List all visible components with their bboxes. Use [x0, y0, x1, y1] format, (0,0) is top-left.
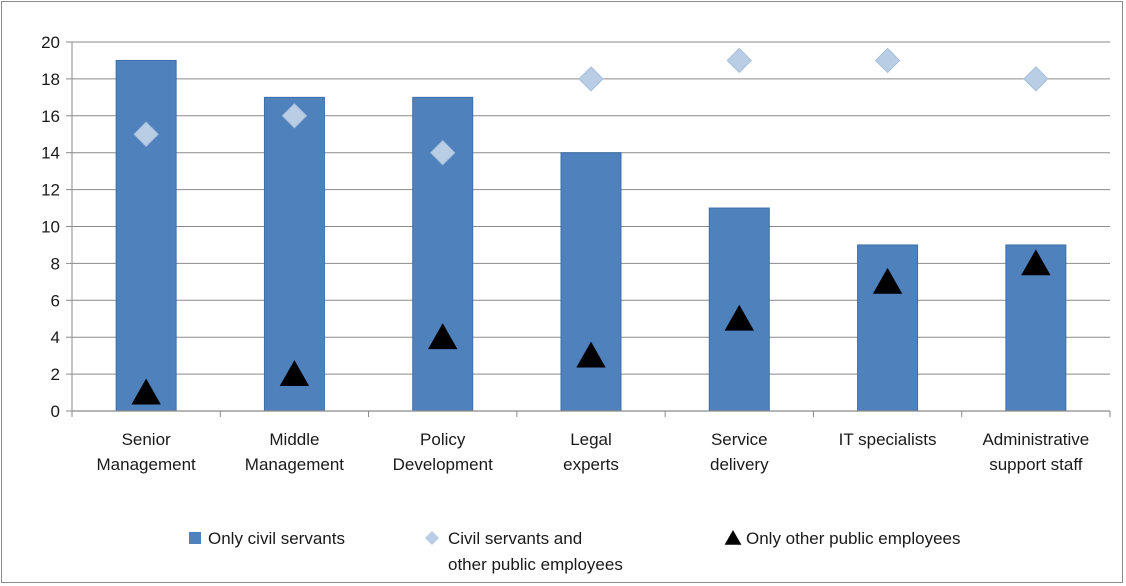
x-category-label: Service: [711, 430, 768, 449]
y-tick-label: 0: [51, 402, 60, 421]
legend-label: Civil servants and: [448, 529, 582, 548]
y-tick-label: 8: [51, 254, 60, 273]
axes: [71, 42, 1111, 417]
marker-civil-servants-and-other: [133, 121, 159, 147]
marker-civil-servants-and-other: [1023, 66, 1049, 92]
marker-only-other-public-employees: [724, 304, 754, 331]
x-category-label: support staff: [989, 455, 1083, 474]
y-tick-label: 2: [51, 365, 60, 384]
legend-label: Only civil servants: [208, 529, 345, 548]
legend-label: Only other public employees: [746, 529, 961, 548]
bars: [115, 59, 1067, 412]
x-axis-categories: Senior Management Middle Management Policy De…: [97, 430, 1090, 474]
x-category-label: Policy: [420, 430, 466, 449]
x-category-label: Management: [97, 455, 197, 474]
y-tick-label: 16: [41, 107, 60, 126]
y-tick-label: 12: [41, 181, 60, 200]
marker-only-other-public-employees: [428, 323, 458, 350]
legend-swatch-square: [189, 532, 201, 544]
marker-civil-servants-and-other: [281, 103, 308, 129]
y-tick-label: 6: [51, 291, 60, 310]
legend: Only civil servants Civil servants and oth…: [189, 529, 961, 574]
marker-civil-servants-and-other: [874, 47, 901, 74]
marker-only-other-public-employees: [1021, 249, 1051, 276]
x-category-label: Management: [245, 455, 345, 474]
x-category-label: Development: [393, 455, 493, 474]
x-category-label: Senior: [122, 430, 171, 449]
marker-only-other-public-employees: [576, 341, 606, 368]
x-category-label: Middle: [269, 430, 319, 449]
bar-only-civil-servants: [263, 96, 325, 412]
y-tick-label: 20: [41, 33, 60, 52]
marker-civil-servants-and-other: [578, 66, 604, 92]
marker-only-other-public-employees: [131, 378, 161, 405]
x-category-label: delivery: [710, 455, 769, 474]
y-tick-label: 10: [41, 218, 60, 237]
x-category-label: IT specialists: [839, 430, 937, 449]
legend-swatch-triangle: [724, 530, 742, 545]
y-tick-label: 4: [51, 328, 60, 347]
marker-only-other-public-employees: [279, 360, 310, 386]
marker-civil-servants-and-other: [430, 139, 456, 166]
marker-civil-servants-and-other: [726, 47, 752, 74]
y-axis-ticks: 0 2 4 6 8 10 12 14 16 18 20: [41, 33, 72, 421]
y-tick-label: 14: [41, 144, 60, 163]
legend-swatch-diamond: [425, 531, 439, 545]
bar-only-civil-servants: [560, 152, 622, 412]
triangle-markers: [131, 249, 1051, 405]
x-category-label: experts: [563, 455, 619, 474]
bar-only-civil-servants: [115, 59, 177, 412]
legend-label: other public employees: [448, 555, 623, 574]
y-tick-label: 18: [41, 70, 60, 89]
x-category-label: Legal: [570, 430, 612, 449]
x-category-label: Administrative: [982, 430, 1089, 449]
diamond-markers: [133, 47, 1049, 166]
marker-only-other-public-employees: [872, 267, 903, 294]
